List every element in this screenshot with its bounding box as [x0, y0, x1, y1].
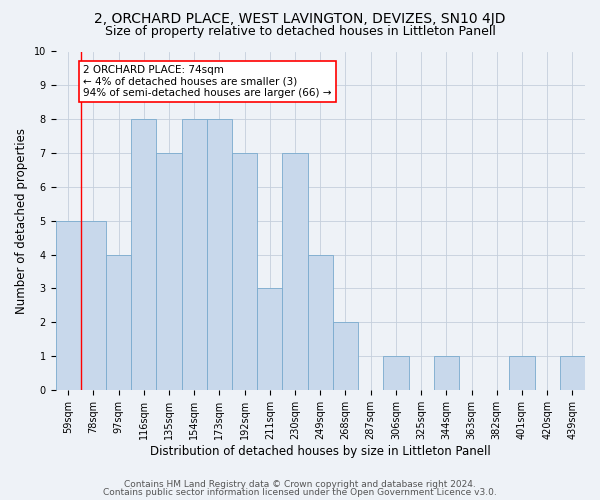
Bar [257, 288, 283, 390]
Bar [434, 356, 459, 390]
Bar [182, 119, 207, 390]
Bar [333, 322, 358, 390]
Bar [383, 356, 409, 390]
Bar [106, 254, 131, 390]
Bar [560, 356, 585, 390]
Bar [56, 220, 81, 390]
Bar [232, 153, 257, 390]
Bar [308, 254, 333, 390]
Bar [131, 119, 157, 390]
Bar [283, 153, 308, 390]
X-axis label: Distribution of detached houses by size in Littleton Panell: Distribution of detached houses by size … [150, 444, 491, 458]
Text: 2, ORCHARD PLACE, WEST LAVINGTON, DEVIZES, SN10 4JD: 2, ORCHARD PLACE, WEST LAVINGTON, DEVIZE… [94, 12, 506, 26]
Text: Size of property relative to detached houses in Littleton Panell: Size of property relative to detached ho… [104, 25, 496, 38]
Text: 2 ORCHARD PLACE: 74sqm
← 4% of detached houses are smaller (3)
94% of semi-detac: 2 ORCHARD PLACE: 74sqm ← 4% of detached … [83, 65, 332, 98]
Text: Contains public sector information licensed under the Open Government Licence v3: Contains public sector information licen… [103, 488, 497, 497]
Bar [207, 119, 232, 390]
Bar [81, 220, 106, 390]
Text: Contains HM Land Registry data © Crown copyright and database right 2024.: Contains HM Land Registry data © Crown c… [124, 480, 476, 489]
Bar [509, 356, 535, 390]
Bar [157, 153, 182, 390]
Y-axis label: Number of detached properties: Number of detached properties [15, 128, 28, 314]
